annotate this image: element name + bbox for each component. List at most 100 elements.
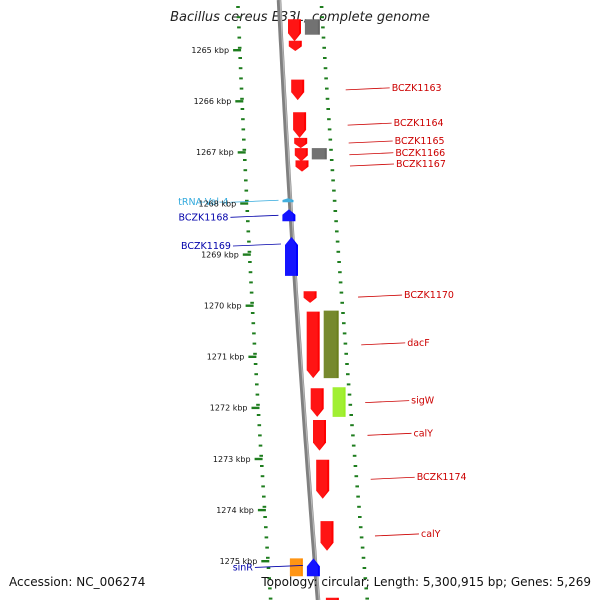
- tick-dot: [342, 322, 346, 325]
- feature-shade: [293, 112, 305, 138]
- tick-dot: [265, 546, 269, 549]
- tick-dot: [236, 6, 240, 8]
- kbp-label: 1268 kbp: [198, 199, 236, 208]
- tick-dot: [245, 199, 249, 202]
- tick-dot: [242, 138, 246, 141]
- feature-block: [311, 148, 327, 160]
- tick-dot: [348, 403, 353, 406]
- scale-labels: 1265 kbp 1266 kbp 1267 kbp 1268 kbp 1269 kbp…: [191, 46, 257, 566]
- tick-dot: [332, 189, 336, 192]
- tick-dot: [363, 577, 368, 580]
- tick-dot: [260, 465, 264, 467]
- tick-dot: [252, 342, 257, 345]
- tick-dot: [321, 26, 325, 29]
- feature-block: [304, 19, 320, 35]
- feature-label: BCZK1170: [404, 290, 454, 301]
- feature-track: [282, 19, 346, 600]
- tick-dot: [362, 567, 367, 569]
- tick-dot: [266, 556, 270, 559]
- feature-label: BCZK1169: [181, 241, 231, 252]
- feature-shade: [291, 79, 303, 101]
- leader-line: [374, 533, 419, 537]
- feature-bczk1164: [293, 112, 307, 138]
- tick-dot: [335, 230, 339, 233]
- tick-dot: [238, 67, 243, 70]
- tick-dot: [357, 505, 361, 508]
- kbp-label: 1273 kbp: [213, 455, 251, 464]
- feature-label: BCZK1164: [394, 118, 444, 129]
- tick-dot: [259, 454, 263, 457]
- feature-shade: [313, 420, 324, 451]
- tick-dot: [319, 6, 324, 8]
- tick-dot: [326, 108, 330, 110]
- kbp-label: 1271 kbp: [207, 353, 245, 362]
- feature-bczk1168: [282, 209, 296, 222]
- leader-line: [230, 214, 279, 218]
- tick-dot: [351, 434, 355, 437]
- tick-dot: [241, 118, 245, 121]
- feature-shade: [304, 19, 318, 35]
- feature-shade: [294, 148, 306, 162]
- feature-shade: [282, 209, 294, 222]
- feature-block: [288, 40, 302, 51]
- feature-block: [325, 597, 339, 600]
- feature-label: sigW: [411, 396, 435, 407]
- tick-dot: [267, 577, 271, 580]
- leader-line: [358, 294, 403, 298]
- major-tick: [235, 100, 244, 103]
- major-tick: [261, 560, 270, 563]
- tick-dot: [239, 77, 243, 80]
- tick-dot: [365, 597, 369, 600]
- tick-dot: [350, 424, 354, 427]
- tick-dot: [262, 495, 266, 498]
- feature-bczk1166: [294, 148, 308, 162]
- feature-shade: [282, 198, 292, 203]
- feature-shade: [311, 148, 325, 160]
- tick-dot: [256, 414, 261, 416]
- major-tick: [245, 304, 254, 307]
- tick-dot: [340, 301, 344, 304]
- tick-dot: [354, 475, 359, 478]
- feature-label: calY: [414, 428, 434, 439]
- feature-shade: [289, 558, 301, 577]
- tick-dot: [336, 250, 341, 253]
- tick-dot: [360, 546, 365, 549]
- feature-label: BCZK1174: [417, 472, 467, 483]
- kbp-label: 1269 kbp: [201, 250, 239, 259]
- feature-shade: [306, 311, 318, 379]
- tick-dot: [352, 454, 357, 457]
- leader-line: [367, 432, 412, 436]
- tick-dot: [264, 536, 269, 539]
- tick-dot: [343, 342, 348, 345]
- kbp-label: 1272 kbp: [210, 404, 248, 413]
- tick-dot: [260, 475, 265, 478]
- accession-text: Accession: NC_006274: [9, 575, 146, 589]
- tick-dot: [341, 312, 345, 314]
- tick-dot: [237, 36, 242, 39]
- tick-dot: [241, 128, 246, 131]
- tick-dot: [256, 403, 260, 406]
- tick-dot: [330, 169, 335, 172]
- tick-dot: [328, 138, 333, 141]
- major-tick: [233, 49, 242, 52]
- tick-dot: [320, 16, 324, 19]
- major-tick: [254, 457, 263, 461]
- tick-dot: [325, 97, 330, 100]
- feature-labels: BCZK1163 BCZK1164 BCZK1165BCZK1166BCZK1167…: [178, 83, 466, 574]
- leader-line: [370, 476, 415, 480]
- tick-dot: [257, 424, 262, 427]
- tick-dot: [247, 250, 252, 253]
- tick-dot: [240, 108, 245, 110]
- tick-dot: [250, 301, 254, 304]
- feature-bczk1163: [291, 79, 305, 101]
- feature-shade: [306, 558, 318, 577]
- tick-dot: [239, 87, 244, 90]
- tick-dot: [238, 57, 242, 59]
- tick-dot: [249, 281, 253, 284]
- tick-dot: [329, 148, 333, 151]
- tick-dot: [347, 393, 352, 396]
- tick-dot: [245, 210, 250, 212]
- feature-label: BCZK1163: [392, 83, 442, 94]
- feature-label: BCZK1168: [179, 212, 229, 223]
- tick-dot: [255, 383, 259, 386]
